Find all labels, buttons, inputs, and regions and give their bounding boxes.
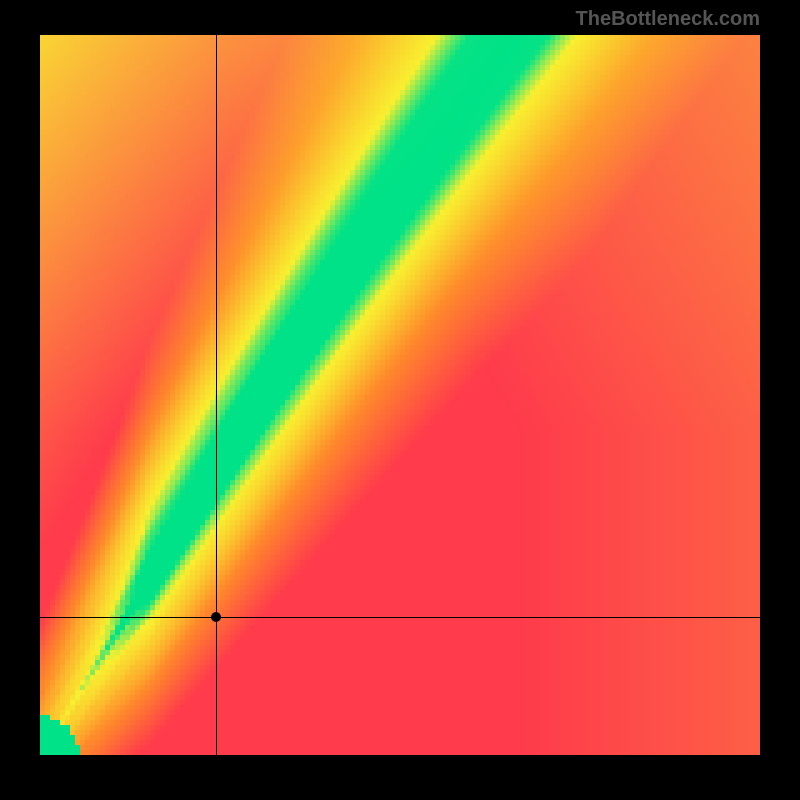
crosshair-vertical — [216, 35, 217, 755]
heatmap-canvas — [40, 35, 760, 755]
chart-container: TheBottleneck.com — [0, 0, 800, 800]
crosshair-marker — [211, 612, 221, 622]
heatmap-plot — [40, 35, 760, 755]
watermark-text: TheBottleneck.com — [576, 8, 760, 31]
crosshair-horizontal — [40, 617, 760, 618]
